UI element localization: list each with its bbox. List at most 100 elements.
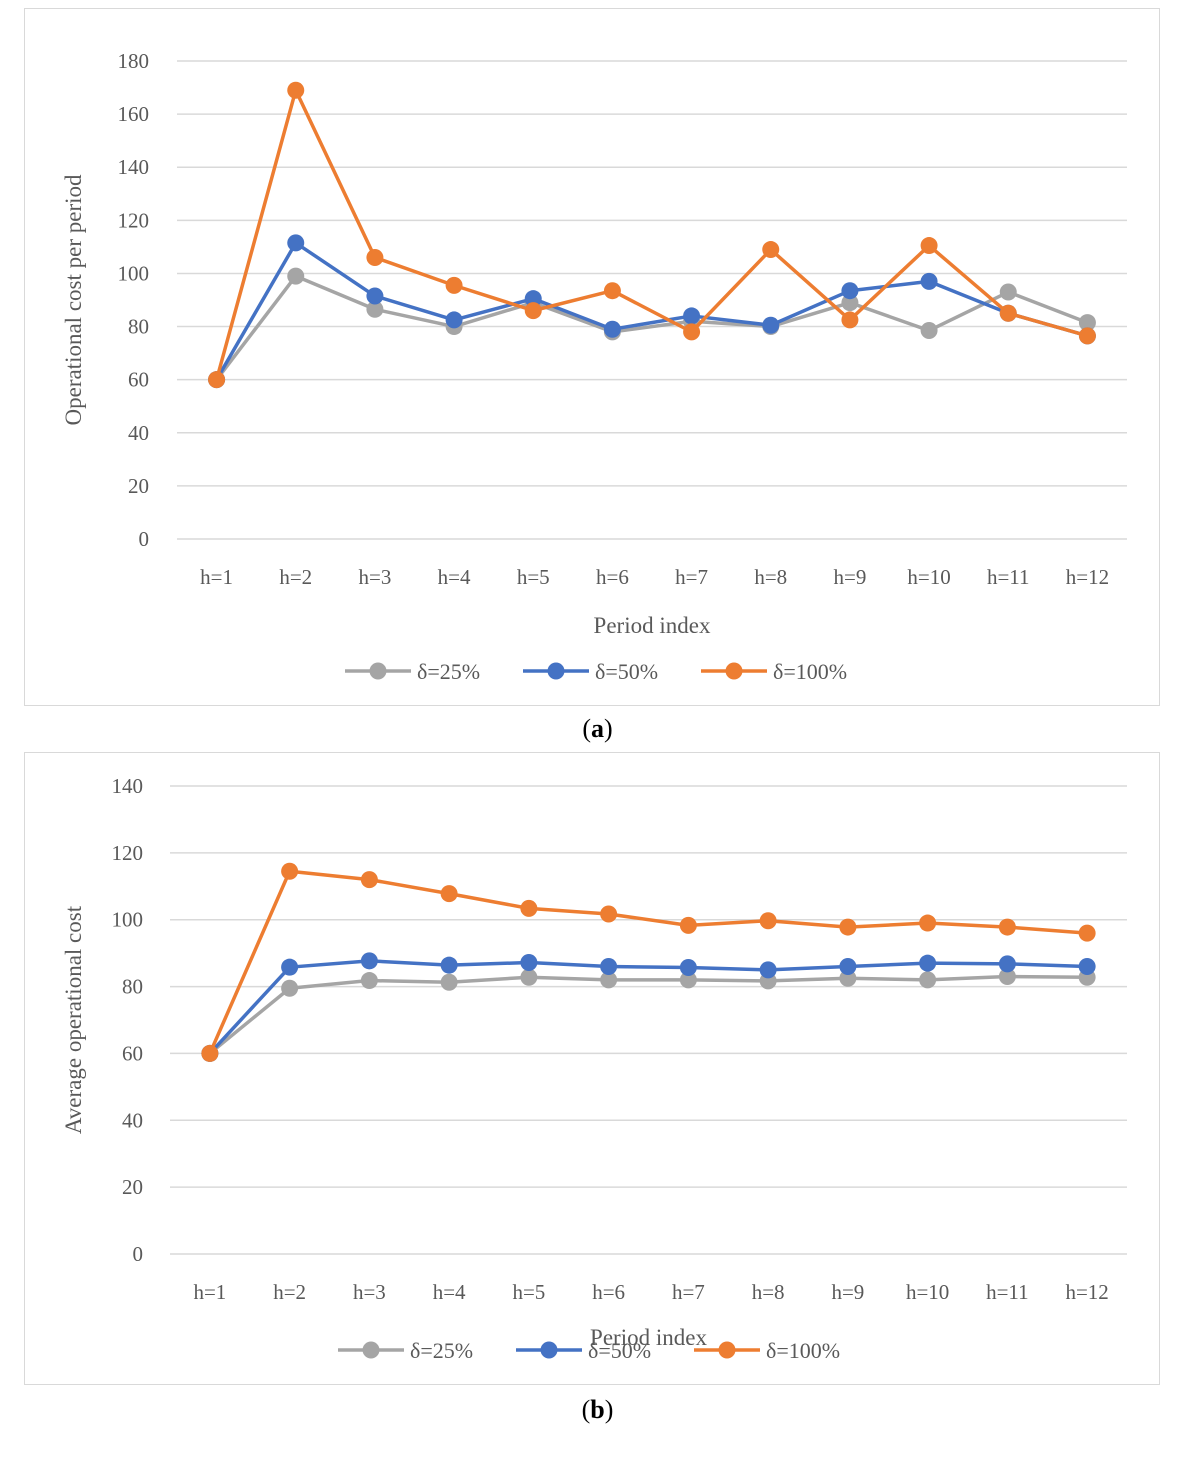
- chart-b-y-axis-title: Average operational cost: [61, 905, 86, 1134]
- chart-b-data-point: [281, 979, 299, 997]
- chart-a-y-tick-label: 20: [128, 474, 149, 498]
- chart-a-x-tick-label: h=5: [517, 565, 550, 589]
- chart-a-x-tick-label: h=7: [675, 565, 708, 589]
- chart-b-x-tick-label: h=8: [752, 1280, 785, 1304]
- chart-b-legend-marker: [718, 1341, 736, 1359]
- chart-a-data-point: [366, 300, 384, 318]
- chart-a-y-tick-label: 140: [118, 155, 150, 179]
- chart-b-y-tick-label: 100: [112, 908, 144, 932]
- chart-b-data-point: [998, 918, 1016, 936]
- chart-b-data-point: [839, 918, 857, 936]
- chart-panel-b: 0 20 40 60 80 100 120 140 h=1 h=2 h=3 h=4 h=5 h=6 h=7 h…: [24, 752, 1160, 1385]
- chart-b-data-point: [201, 1044, 219, 1062]
- chart-b-data-point: [440, 973, 458, 991]
- chart-a-legend-label: δ=50%: [595, 659, 658, 684]
- chart-b-x-tick-label: h=6: [592, 1280, 625, 1304]
- chart-a-data-point: [287, 234, 305, 252]
- chart-a-x-tick-label: h=1: [200, 565, 233, 589]
- chart-b-x-tick-label: h=5: [512, 1280, 545, 1304]
- chart-a-x-tick-label: h=8: [754, 565, 787, 589]
- chart-b-x-tick-label: h=4: [433, 1280, 466, 1304]
- chart-a-data-point: [841, 282, 859, 300]
- chart-b-series-line: [208, 869, 1088, 1055]
- chart-b-legend-entry: δ=25%: [338, 1338, 473, 1363]
- chart-a-data-point: [762, 316, 780, 334]
- chart-b-data-point: [520, 954, 538, 972]
- chart-a-y-tick-label: 80: [128, 315, 149, 339]
- chart-b-y-tick-label: 20: [122, 1175, 143, 1199]
- chart-panel-a: 0 20 40 60 80 100 120 140 160 180 h=1 h=2 h=3 h=4 h=5 h…: [24, 8, 1160, 706]
- chart-b-legend-label: δ=25%: [410, 1338, 473, 1363]
- chart-b-x-tick-label: h=1: [193, 1280, 226, 1304]
- chart-a-x-tick-label: h=4: [438, 565, 471, 589]
- chart-b-data-point: [360, 952, 378, 970]
- chart-b-data-point: [679, 916, 697, 934]
- caption-b-label: b: [590, 1395, 605, 1424]
- chart-b-data-point: [600, 905, 618, 923]
- chart-a-data-point: [524, 290, 542, 308]
- chart-a-data-point: [603, 282, 621, 300]
- chart-a-legend-label: δ=25%: [417, 659, 480, 684]
- chart-b-series-0: [201, 968, 1096, 1062]
- chart-b-data-point: [600, 958, 618, 976]
- chart-a-x-axis-title: Period index: [594, 613, 711, 638]
- chart-a-y-tick-label: 40: [128, 421, 149, 445]
- chart-a-data-point: [841, 311, 859, 329]
- chart-b-y-tick-label: 40: [122, 1108, 143, 1132]
- chart-b-data-point: [440, 956, 458, 974]
- chart-a-data-point: [208, 371, 226, 389]
- chart-a-series-line: [215, 274, 1089, 381]
- chart-b-data-point: [600, 971, 618, 989]
- chart-b-series-1: [201, 952, 1096, 1062]
- chart-b-legend-label: δ=100%: [766, 1338, 840, 1363]
- chart-b-legend-label: δ=50%: [588, 1338, 651, 1363]
- chart-b-y-tick-label: 0: [133, 1242, 144, 1266]
- chart-a-data-point: [445, 311, 463, 329]
- chart-b-y-tick-label: 120: [112, 841, 144, 865]
- chart-b-series-line: [208, 974, 1088, 1055]
- chart-b-data-point: [679, 959, 697, 977]
- chart-b-data-point: [440, 885, 458, 903]
- chart-a-x-tick-label: h=6: [596, 565, 629, 589]
- chart-a-legend-entry: δ=50%: [523, 659, 658, 684]
- chart-b-legend-marker: [540, 1341, 558, 1359]
- chart-b-data-point: [919, 971, 937, 989]
- caption-a-label: a: [591, 714, 604, 743]
- chart-a-data-point: [366, 249, 384, 267]
- chart-b-y-tick-label: 60: [122, 1041, 143, 1065]
- chart-a-data-point: [524, 302, 542, 320]
- chart-a-data-point: [1078, 314, 1096, 332]
- chart-a-data-point: [999, 283, 1017, 301]
- chart-b-data-point: [759, 961, 777, 979]
- chart-b-data-point: [839, 969, 857, 987]
- chart-b-x-tick-label: h=2: [273, 1280, 306, 1304]
- chart-a-data-point: [366, 287, 384, 305]
- chart-a-data-point: [683, 323, 701, 341]
- chart-a-y-tick-label: 60: [128, 368, 149, 392]
- chart-a-data-point: [1078, 327, 1096, 345]
- chart-a-data-point: [920, 237, 938, 255]
- chart-b-data-point: [998, 968, 1016, 986]
- chart-a-y-tick-label: 100: [118, 261, 150, 285]
- chart-b-data-point: [281, 862, 299, 880]
- chart-a-legend-entry: δ=100%: [701, 659, 847, 684]
- chart-a-legend-label: δ=100%: [773, 659, 847, 684]
- chart-a-data-point: [762, 241, 780, 259]
- chart-a-data-point: [920, 272, 938, 290]
- chart-b-data-point: [1078, 958, 1096, 976]
- chart-a-data-point: [683, 307, 701, 325]
- chart-a-x-tick-label: h=10: [907, 565, 950, 589]
- chart-b-data-point: [360, 972, 378, 990]
- chart-a-series-0: [208, 267, 1096, 389]
- chart-b-data-point: [759, 912, 777, 930]
- chart-a-data-point: [287, 81, 305, 99]
- chart-b-data-point: [281, 958, 299, 976]
- chart-b-x-tick-label: h=12: [1065, 1280, 1108, 1304]
- chart-b-data-point: [839, 958, 857, 976]
- chart-a-data-point: [920, 322, 938, 340]
- chart-a-legend-marker: [369, 662, 387, 680]
- chart-a-series-line: [214, 88, 1088, 381]
- chart-a-data-point: [287, 267, 305, 285]
- chart-b-series-2: [201, 862, 1096, 1062]
- chart-b-data-point: [919, 914, 937, 932]
